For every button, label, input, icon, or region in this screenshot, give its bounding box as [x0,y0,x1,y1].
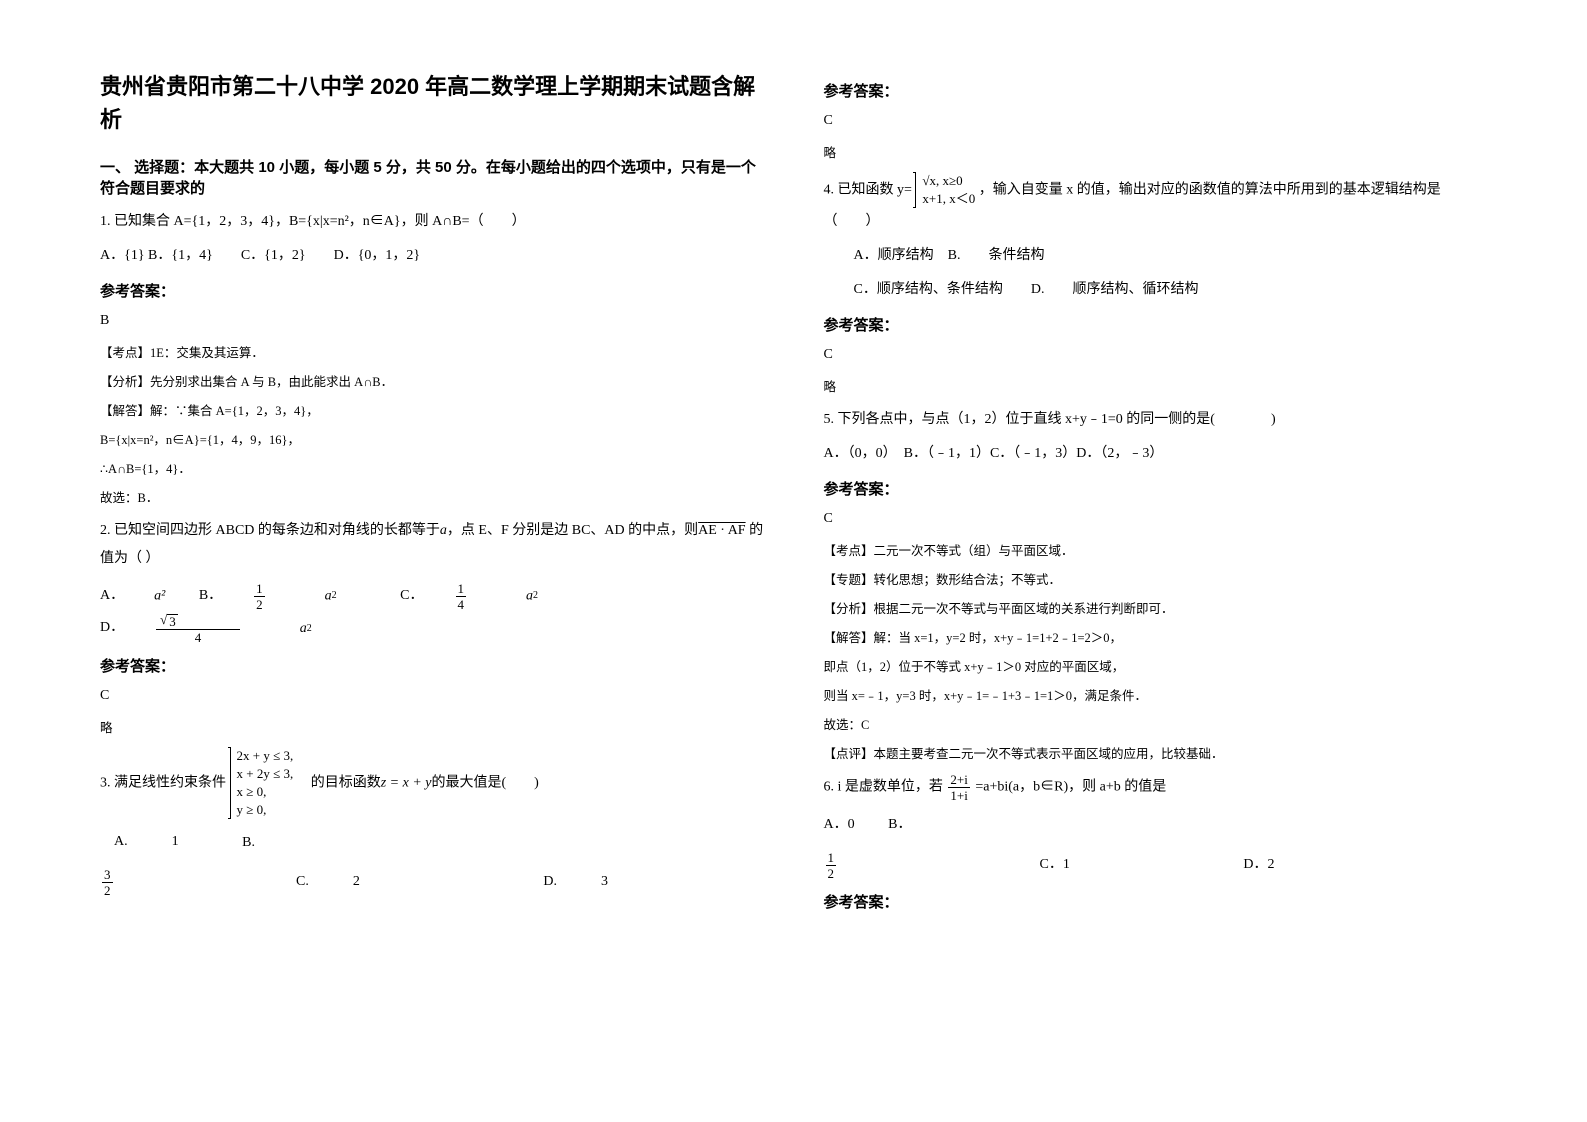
left-column: 贵州省贵阳市第二十八中学 2020 年高二数学理上学期期末试题含解析 一、 选择… [100,70,764,1052]
q5-zhuanti: 【专题】转化思想；数形结合法；不等式． [824,568,1488,593]
q5-jieda-2: 即点（1，2）位于不等式 x+y﹣1＞0 对应的平面区域， [824,655,1488,680]
q1-jieda-3: ∴A∩B={1，4}． [100,457,764,482]
q3-stem-b: 的目标函数 [297,775,381,790]
q4-exp: 略 [824,375,1488,400]
q6-stem: 6. i 是虚数单位，若 2+i1+i =a+bi(a，b∈R)，则 a+b 的… [824,773,1488,802]
q3-opt-d: D. 3 [543,867,638,898]
q3-exp: 略 [824,141,1488,166]
q1-stem: 1. 已知集合 A={1，2，3，4}，B={x|x=n²，n∈A}，则 A∩B… [100,208,764,236]
q3-options-row2: 32 C. 2 D. 3 [100,867,764,899]
q5-jieda-1: 【解答】解：当 x=1，y=2 时，x+y﹣1=1+2﹣1=2＞0， [824,626,1488,651]
q2-answer: C [100,682,764,710]
q3-opt-c: C. 2 [296,867,390,898]
section-1-heading: 一、 选择题：本大题共 10 小题，每小题 5 分，共 50 分。在每小题给出的… [100,156,764,198]
q3-opt-a: A. 1 [100,827,209,858]
q5-dianping: 【点评】本题主要考查二元一次不等式表示平面区域的应用，比较基础． [824,742,1488,767]
q1-jieda-1: 【解答】解：∵集合 A={1，2，3，4}， [100,399,764,424]
q6-opt-c: C．1 [1040,850,1070,881]
q1-kaodian: 【考点】1E：交集及其运算． [100,341,764,366]
q3-answer-heading: 参考答案： [824,80,1488,101]
q6-opt-d: D．2 [1243,850,1274,881]
q5-answer-heading: 参考答案： [824,478,1488,499]
q2-exp: 略 [100,716,764,741]
q2-options: A．a² B．12a2 C．14a2 D．√34a2 [100,581,764,645]
q1-options: A．{1} B．{1，4} C．{1，2} D．{0，1，2} [100,242,764,270]
q3-optb-frac: 32 [102,868,143,897]
q1-fenxi: 【分析】先分别求出集合 A 与 B，由此能求出 A∩B． [100,370,764,395]
q5-jieda-4: 故选：C [824,713,1488,738]
q5-stem: 5. 下列各点中，与点（1，2）位于直线 x+y﹣1=0 的同一侧的是( ) [824,406,1488,434]
q4-opts-cd: C．顺序结构、条件结构 D. 顺序结构、循环结构 [824,276,1488,304]
q6-optb-frac: 12 [826,851,867,880]
q3-stem-a: 3. 满足线性约束条件 [100,775,226,790]
q1-jieda-4: 故选：B． [100,486,764,511]
right-column: 参考答案： C 略 4. 已知函数 y= √x, x≥0 x+1, x＜0 ，输… [824,70,1488,1052]
q5-answer: C [824,505,1488,533]
q3-stem-c: 的最大值是( ) [432,775,539,790]
q6-answer-heading: 参考答案： [824,891,1488,912]
q2-opt-a: A．a² [100,581,165,612]
q3-answer: C [824,107,1488,135]
q4-cases: √x, x≥0 x+1, x＜0 [915,172,975,208]
q6-stem-b: =a+bi(a，b∈R)，则 a+b 的值是 [972,780,1166,795]
q5-kaodian: 【考点】二元一次不等式（组）与平面区域． [824,539,1488,564]
q5-jieda-3: 则当 x=﹣1，y=3 时，x+y﹣1=﹣1+3﹣1=1＞0，满足条件． [824,684,1488,709]
q6-opt-b: B． [888,810,911,841]
q3-options-row1: A. 1 B. [100,827,764,859]
q6-frac: 2+i1+i [948,773,969,802]
q2-opt-b: B．12a2 [199,581,367,612]
q2-stem-b: ，点 E、F 分别是边 BC、AD 的中点，则 [447,523,698,538]
q3-cases: 2x + y ≤ 3, x + 2y ≤ 3, x ≥ 0, y ≥ 0, [230,747,294,820]
q2-opt-c: C．14a2 [400,581,568,612]
q4-stem: 4. 已知函数 y= √x, x≥0 x+1, x＜0 ，输入自变量 x 的值，… [824,172,1488,236]
q3-stem: 3. 满足线性约束条件 2x + y ≤ 3, x + 2y ≤ 3, x ≥ … [100,747,764,820]
q3-z: z = x + y [381,775,432,790]
q3-opt-b: B. [242,828,255,859]
q1-answer: B [100,307,764,335]
q2-vectors: AE · AF [698,523,745,538]
q1-jieda-2: B={x|x=n²，n∈A}={1，4，9，16}， [100,428,764,453]
q6-options-row1: A．0 B． [824,810,1488,841]
q4-stem-a: 4. 已知函数 y= [824,182,912,197]
q2-var-a: a [440,523,447,538]
q2-stem: 2. 已知空间四边形 ABCD 的每条边和对角线的长都等于a，点 E、F 分别是… [100,517,764,573]
q5-fenxi: 【分析】根据二元一次不等式与平面区域的关系进行判断即可． [824,597,1488,622]
q6-opt-a: A．0 [824,810,855,841]
q5-options: A．（0，0） B．（﹣1，1）C．（﹣1，3）D．（2，﹣3） [824,440,1488,468]
q4-answer-heading: 参考答案： [824,314,1488,335]
q1-answer-heading: 参考答案： [100,280,764,301]
q2-opt-d: D．√34a2 [100,613,342,645]
q4-opts-ab: A．顺序结构 B. 条件结构 [824,242,1488,270]
q6-options-row2: 12 C．1 D．2 [824,850,1488,881]
q6-stem-a: 6. i 是虚数单位，若 [824,780,947,795]
q2-stem-a: 2. 已知空间四边形 ABCD 的每条边和对角线的长都等于 [100,523,440,538]
q2-answer-heading: 参考答案： [100,655,764,676]
q4-answer: C [824,341,1488,369]
exam-title: 贵州省贵阳市第二十八中学 2020 年高二数学理上学期期末试题含解析 [100,70,764,136]
